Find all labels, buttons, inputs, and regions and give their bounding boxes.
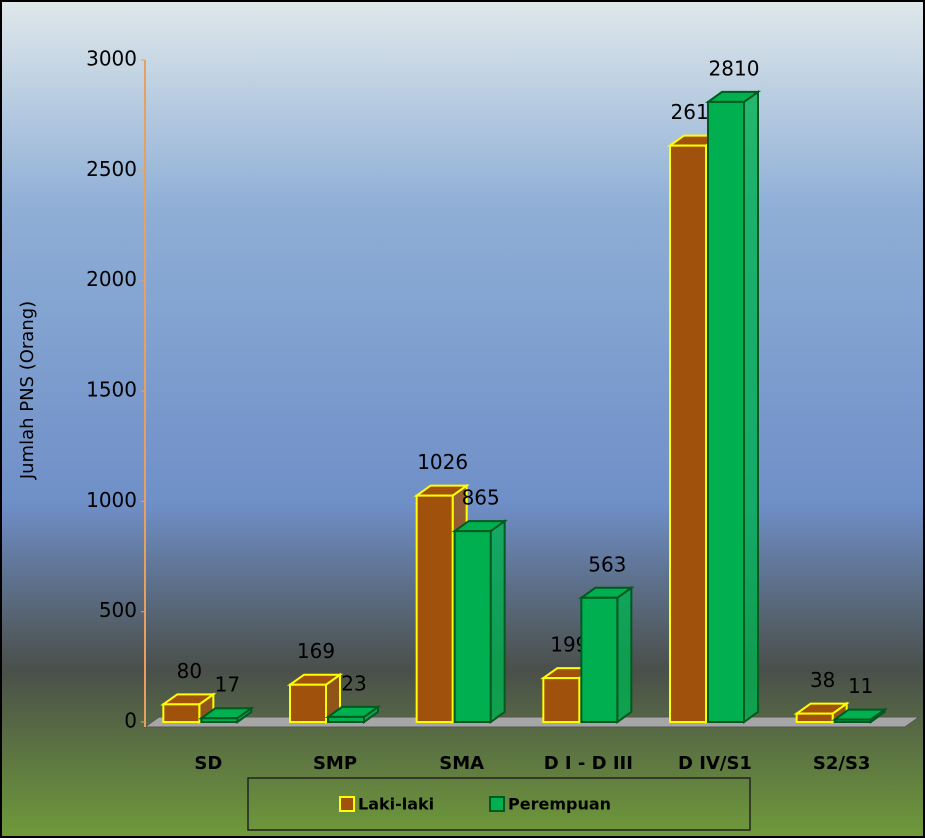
value-label: 169 [297, 639, 335, 663]
value-label: 11 [848, 674, 873, 698]
bar [795, 712, 834, 724]
bar [200, 717, 239, 723]
bar [542, 677, 581, 724]
y-tick-label: 3000 [86, 47, 137, 71]
bar [833, 718, 872, 724]
y-tick-label: 2000 [86, 267, 137, 291]
x-tick-label: D IV/S1 [678, 753, 752, 774]
bar-side [489, 519, 506, 724]
bar [707, 100, 745, 723]
x-tick-label: SMP [313, 753, 357, 774]
y-tick-label: 2500 [86, 157, 137, 181]
bar [580, 596, 619, 723]
value-label: 38 [810, 668, 835, 692]
bar [415, 494, 454, 724]
value-label: 80 [177, 659, 202, 683]
x-tick-label: S2/S3 [813, 753, 871, 774]
value-label: 865 [462, 486, 500, 510]
y-axis-label: Jumlah PNS (Orang) [17, 301, 38, 480]
value-label: 2810 [709, 56, 760, 80]
x-tick-label: SD [194, 753, 222, 774]
bar-side [616, 585, 633, 724]
x-tick-label: SMA [439, 753, 484, 774]
value-label: 23 [341, 671, 366, 695]
legend-label: Perempuan [508, 795, 611, 814]
y-tick-label: 1500 [86, 378, 137, 402]
x-tick-label: D I - D III [544, 753, 633, 774]
y-tick-label: 1000 [86, 488, 137, 512]
bar [289, 683, 327, 724]
bar [162, 703, 201, 724]
value-label: 1026 [417, 450, 468, 474]
bar [669, 144, 707, 724]
legend-swatch [339, 796, 355, 812]
y-tick-label: 500 [99, 598, 137, 622]
legend [247, 777, 751, 831]
legend-swatch [489, 796, 505, 812]
legend-label: Laki-laki [358, 795, 434, 814]
y-tick-label: 0 [124, 709, 137, 733]
value-label: 563 [588, 552, 626, 576]
bar-side [743, 89, 759, 724]
bar [327, 715, 365, 724]
value-label: 17 [215, 673, 240, 697]
bar [453, 530, 492, 724]
